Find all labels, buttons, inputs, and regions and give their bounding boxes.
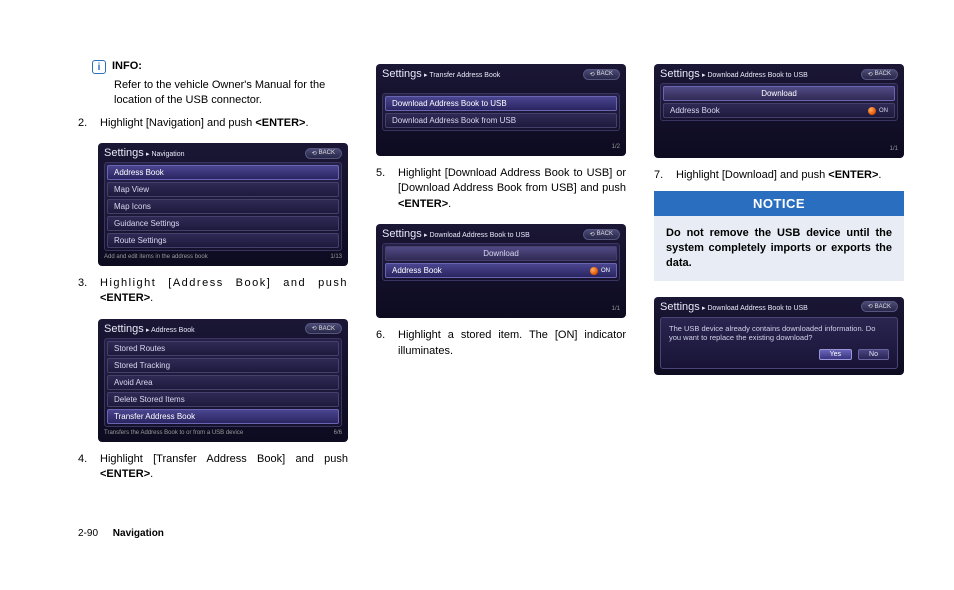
menu-item[interactable]: Download Address Book to USB bbox=[385, 96, 617, 111]
menu-item[interactable]: Address Book bbox=[107, 165, 339, 180]
menu-item[interactable]: Stored Routes bbox=[107, 341, 339, 356]
menu-item[interactable]: Address Book ON bbox=[663, 103, 895, 118]
confirm-dialog: The USB device already contains download… bbox=[660, 317, 898, 369]
yes-button[interactable]: Yes bbox=[819, 349, 852, 360]
column-3: Settings ▸ Download Address Book to USB … bbox=[654, 60, 904, 520]
on-indicator: ON bbox=[590, 267, 610, 275]
back-button[interactable]: ⟲ BACK bbox=[305, 323, 342, 334]
step-number: 3. bbox=[78, 276, 92, 307]
info-heading: i INFO: bbox=[92, 60, 348, 74]
back-button[interactable]: ⟲ BACK bbox=[861, 69, 898, 80]
on-dot-icon bbox=[868, 107, 876, 115]
menu-item[interactable]: Transfer Address Book bbox=[107, 409, 339, 424]
notice-block: NOTICE Do not remove the USB device unti… bbox=[654, 191, 904, 293]
screenshot-download-usb: Settings ▸ Download Address Book to USB … bbox=[376, 224, 626, 318]
back-button[interactable]: ⟲ BACK bbox=[583, 69, 620, 80]
screenshot-download-usb-on: Settings ▸ Download Address Book to USB … bbox=[654, 64, 904, 158]
menu-item[interactable]: Address Book ON bbox=[385, 263, 617, 278]
on-indicator: ON bbox=[868, 107, 888, 115]
on-dot-icon bbox=[590, 267, 598, 275]
dialog-text: The USB device already contains download… bbox=[669, 324, 889, 343]
step-text: Highlight [Download Address Book to USB]… bbox=[398, 166, 626, 212]
step-text: Highlight [Download] and push <ENTER>. bbox=[676, 168, 904, 183]
step-text: Highlight a stored item. The [ON] indica… bbox=[398, 328, 626, 359]
menu-item[interactable]: Delete Stored Items bbox=[107, 392, 339, 407]
step-number: 2. bbox=[78, 116, 92, 131]
back-button[interactable]: ⟲ BACK bbox=[305, 148, 342, 159]
menu-list: Download Address Book to USB Download Ad… bbox=[382, 93, 620, 131]
info-icon: i bbox=[92, 60, 106, 74]
step-text: Highlight [Transfer Address Book] and pu… bbox=[100, 452, 348, 483]
step-text: Highlight [Address Book] and push <ENTER… bbox=[100, 276, 348, 307]
download-button[interactable]: Download bbox=[385, 246, 617, 261]
menu-list: Download Address Book ON bbox=[382, 243, 620, 281]
step-6: 6. Highlight a stored item. The [ON] ind… bbox=[376, 328, 626, 359]
notice-title: NOTICE bbox=[654, 191, 904, 216]
page-columns: i INFO: Refer to the vehicle Owner's Man… bbox=[78, 60, 886, 520]
back-button[interactable]: ⟲ BACK bbox=[583, 229, 620, 240]
menu-item[interactable]: Avoid Area bbox=[107, 375, 339, 390]
screenshot-navigation: Settings ▸ Navigation ⟲ BACK Address Boo… bbox=[98, 143, 348, 266]
menu-item[interactable]: Download Address Book from USB bbox=[385, 113, 617, 128]
menu-item[interactable]: Route Settings bbox=[107, 233, 339, 248]
step-2: 2. Highlight [Navigation] and push <ENTE… bbox=[78, 116, 348, 131]
menu-list: Stored Routes Stored Tracking Avoid Area… bbox=[104, 338, 342, 427]
menu-list: Address Book Map View Map Icons Guidance… bbox=[104, 162, 342, 251]
step-3: 3. Highlight [Address Book] and push <EN… bbox=[78, 276, 348, 307]
back-button[interactable]: ⟲ BACK bbox=[861, 301, 898, 312]
notice-text: Do not remove the USB device until the s… bbox=[654, 216, 904, 281]
step-number: 4. bbox=[78, 452, 92, 483]
menu-item[interactable]: Guidance Settings bbox=[107, 216, 339, 231]
page-footer: 2-90 Navigation bbox=[78, 528, 886, 539]
step-number: 7. bbox=[654, 168, 668, 183]
step-7: 7. Highlight [Download] and push <ENTER>… bbox=[654, 168, 904, 183]
info-text: Refer to the vehicle Owner's Manual for … bbox=[114, 78, 348, 108]
step-4: 4. Highlight [Transfer Address Book] and… bbox=[78, 452, 348, 483]
screenshot-address-book: Settings ▸ Address Book ⟲ BACK Stored Ro… bbox=[98, 319, 348, 442]
step-number: 6. bbox=[376, 328, 390, 359]
step-text: Highlight [Navigation] and push <ENTER>. bbox=[100, 116, 348, 131]
page-number: 2-90 bbox=[78, 528, 98, 539]
menu-item[interactable]: Stored Tracking bbox=[107, 358, 339, 373]
menu-item[interactable]: Map Icons bbox=[107, 199, 339, 214]
step-5: 5. Highlight [Download Address Book to U… bbox=[376, 166, 626, 212]
section-name: Navigation bbox=[113, 528, 164, 539]
screenshot-confirm-dialog: Settings ▸ Download Address Book to USB … bbox=[654, 297, 904, 375]
menu-list: Download Address Book ON bbox=[660, 83, 898, 121]
menu-item[interactable]: Map View bbox=[107, 182, 339, 197]
no-button[interactable]: No bbox=[858, 349, 889, 360]
screenshot-transfer: Settings ▸ Transfer Address Book ⟲ BACK … bbox=[376, 64, 626, 156]
step-number: 5. bbox=[376, 166, 390, 212]
info-label: INFO: bbox=[112, 60, 142, 72]
column-1: i INFO: Refer to the vehicle Owner's Man… bbox=[78, 60, 348, 520]
column-2: Settings ▸ Transfer Address Book ⟲ BACK … bbox=[376, 60, 626, 520]
download-button[interactable]: Download bbox=[663, 86, 895, 101]
